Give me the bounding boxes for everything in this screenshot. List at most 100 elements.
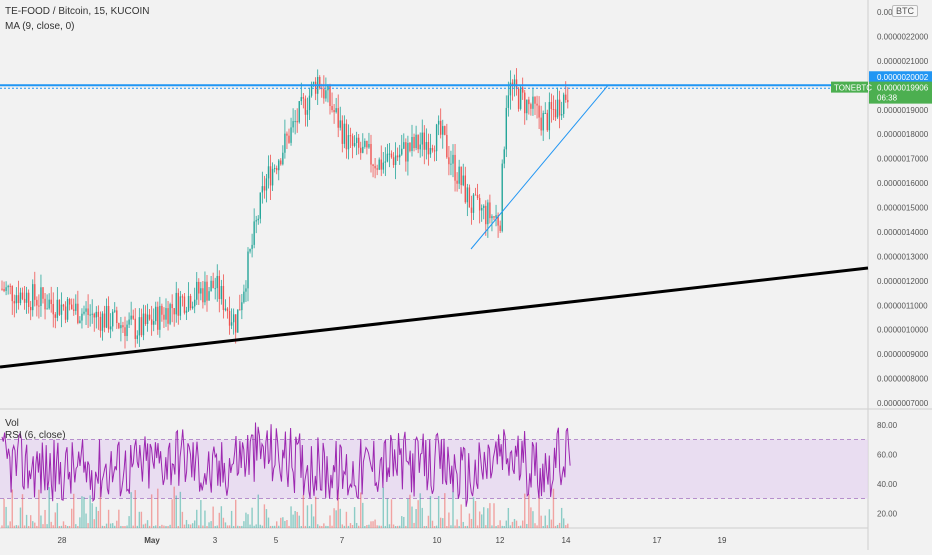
volume-bar (9, 521, 11, 528)
volume-bar (362, 502, 364, 528)
volume-bar (271, 525, 274, 528)
candle-body (15, 295, 18, 304)
candle-body (173, 308, 175, 315)
candle-body (409, 142, 411, 151)
candle-body (148, 314, 151, 320)
candle-body (405, 142, 407, 162)
volume-bar (288, 525, 290, 528)
volume-bar (353, 507, 356, 528)
volume-bar (452, 490, 454, 528)
candle-body (542, 113, 544, 131)
candle-body (442, 126, 444, 135)
volume-bar (46, 524, 48, 528)
candle-body (452, 154, 454, 164)
candle-body (241, 302, 243, 311)
time-axis-label: 28 (58, 536, 67, 545)
volume-bar (308, 525, 311, 528)
volume-bar (224, 522, 227, 528)
volume-bar (247, 514, 249, 528)
volume-bar (491, 525, 493, 528)
currency-badge[interactable]: BTC (892, 5, 918, 17)
candle-body (23, 298, 26, 303)
volume-bar (267, 517, 270, 528)
candle-body (36, 299, 38, 306)
volume-bar (546, 525, 548, 528)
volume-bar (17, 525, 20, 528)
candle-body (17, 295, 20, 304)
volume-bar (478, 511, 481, 528)
volume-bar (319, 525, 321, 528)
candle-body (394, 155, 397, 166)
candle-body (427, 142, 430, 155)
candle-body (292, 121, 294, 128)
volume-bar (134, 490, 136, 528)
volume-bar (153, 525, 155, 528)
volume-bar (15, 525, 18, 528)
candle-body (68, 299, 71, 305)
candle-body (306, 110, 309, 115)
volume-bar (339, 508, 341, 528)
price-tick-label: 0.0000019000 (877, 106, 929, 115)
symbol-title[interactable]: TE-FOOD / Bitcoin, 15, KUCOIN (5, 6, 150, 17)
volume-bar (75, 524, 77, 528)
candle-body (314, 81, 317, 94)
rsi-indicator-label[interactable]: RSI (6, close) (5, 430, 66, 441)
candle-body (62, 304, 65, 307)
candle-body (167, 308, 169, 324)
volume-bar (56, 503, 59, 528)
volume-indicator-label[interactable]: Vol (5, 418, 19, 429)
volume-bar (442, 518, 444, 528)
candle-body (124, 327, 126, 337)
candle-body (513, 79, 516, 87)
candle-body (200, 288, 202, 294)
candle-body (558, 99, 561, 116)
volume-bar (226, 525, 229, 528)
volume-bar (421, 507, 423, 528)
volume-bar (255, 524, 257, 528)
candle-body (85, 308, 87, 312)
candle-body (120, 325, 122, 329)
rsi-tick-label: 40.00 (877, 480, 898, 489)
volume-bar (230, 510, 233, 528)
volume-bar (27, 525, 30, 528)
candle-body (34, 284, 36, 300)
volume-bar (429, 496, 432, 528)
volume-bar (331, 525, 333, 528)
price-tick-label: 0.0000011000 (877, 301, 928, 310)
volume-bar (563, 518, 565, 528)
volume-bar (101, 525, 104, 528)
last-price-tag (869, 81, 932, 104)
volume-bar (540, 515, 542, 528)
volume-bar (382, 487, 384, 528)
candle-body (509, 82, 512, 96)
ma-indicator-label[interactable]: MA (9, close, 0) (5, 21, 75, 32)
candle-body (150, 319, 153, 325)
volume-bar (202, 525, 204, 528)
volume-bar (124, 525, 126, 528)
trendline-drawings[interactable] (0, 84, 869, 369)
candle-body (444, 126, 446, 135)
volume-bar (183, 524, 186, 528)
volume-bar (341, 524, 343, 528)
candle-body (239, 309, 241, 311)
candle-body (536, 103, 538, 106)
candle-body (251, 244, 253, 249)
candle-body (396, 155, 399, 158)
candle-body (355, 137, 358, 144)
volume-bar (83, 496, 85, 528)
volume-bar (97, 510, 100, 528)
time-axis-label: 12 (496, 536, 505, 545)
volume-bar (560, 507, 563, 528)
candle-body (478, 197, 481, 211)
volume-bar (40, 515, 42, 528)
volume-bar (187, 524, 190, 528)
candle-body (497, 215, 499, 226)
volume-bars (1, 486, 569, 528)
candle-body (481, 207, 483, 211)
time-axis-label: 17 (653, 536, 662, 545)
candle-body (112, 311, 114, 327)
candle-body (52, 304, 54, 315)
candle-body (243, 291, 245, 303)
